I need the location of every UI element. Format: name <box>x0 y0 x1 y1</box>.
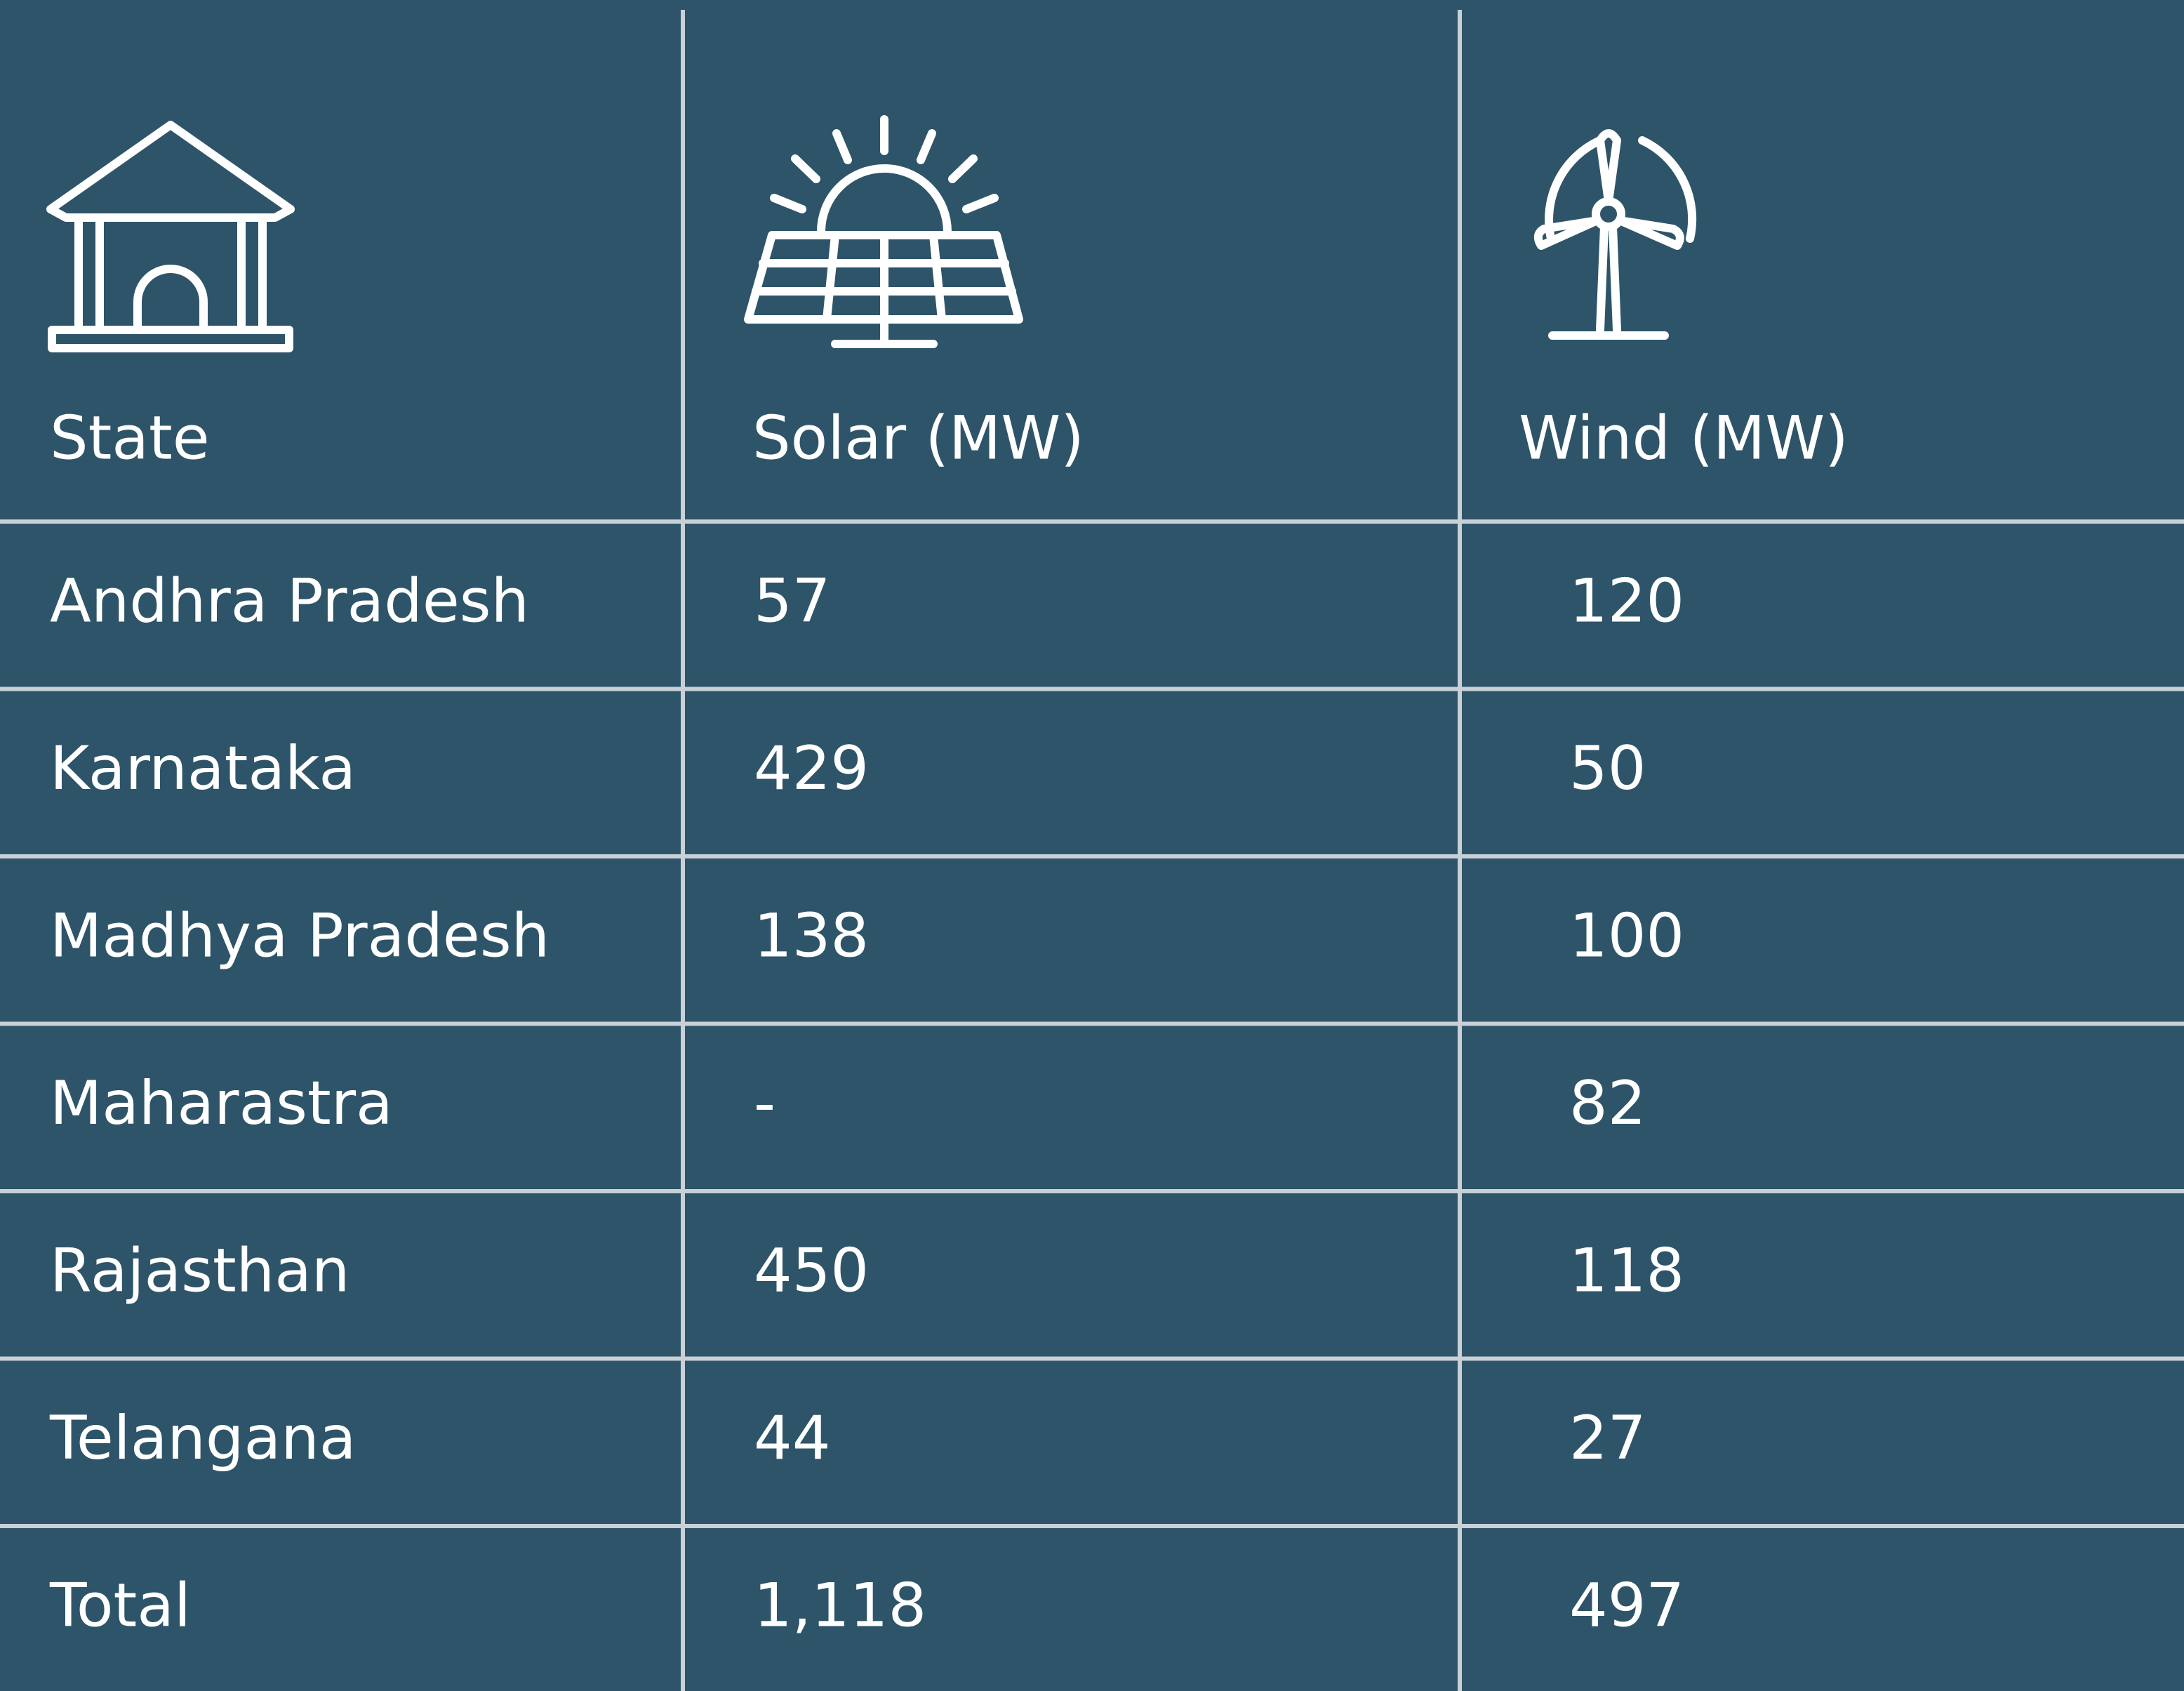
cell-value: 429 <box>754 734 869 804</box>
row-label: Andhra Pradesh <box>50 566 529 637</box>
cell-value: 118 <box>1569 1236 1684 1306</box>
cell-value: 450 <box>754 1236 869 1306</box>
row-label: Telangana <box>49 1403 356 1473</box>
row-label: Maharastra <box>50 1068 393 1139</box>
cell-value: 138 <box>754 901 869 972</box>
wind-icon <box>1533 129 1697 340</box>
solar-icon <box>744 115 1023 348</box>
row-label: Karnataka <box>50 734 356 804</box>
header-label: State <box>50 403 210 473</box>
cell-value: 50 <box>1569 734 1646 804</box>
cell-value: 57 <box>754 566 830 637</box>
row-label: Total <box>49 1571 191 1641</box>
cell-value: 44 <box>754 1403 830 1473</box>
cell-value: 82 <box>1569 1068 1646 1139</box>
header-label: Solar (MW) <box>752 403 1084 473</box>
cell-value: 100 <box>1569 901 1684 972</box>
row-label: Rajasthan <box>50 1236 349 1306</box>
cell-value: 497 <box>1569 1571 1684 1641</box>
cell-value: 27 <box>1569 1403 1646 1473</box>
cell-value: 120 <box>1569 566 1684 637</box>
row-label: Madhya Pradesh <box>50 901 550 972</box>
cell-value: - <box>754 1068 775 1139</box>
cell-value: 1,118 <box>754 1571 926 1641</box>
header-label: Wind (MW) <box>1519 403 1849 473</box>
state-icon <box>46 121 295 352</box>
